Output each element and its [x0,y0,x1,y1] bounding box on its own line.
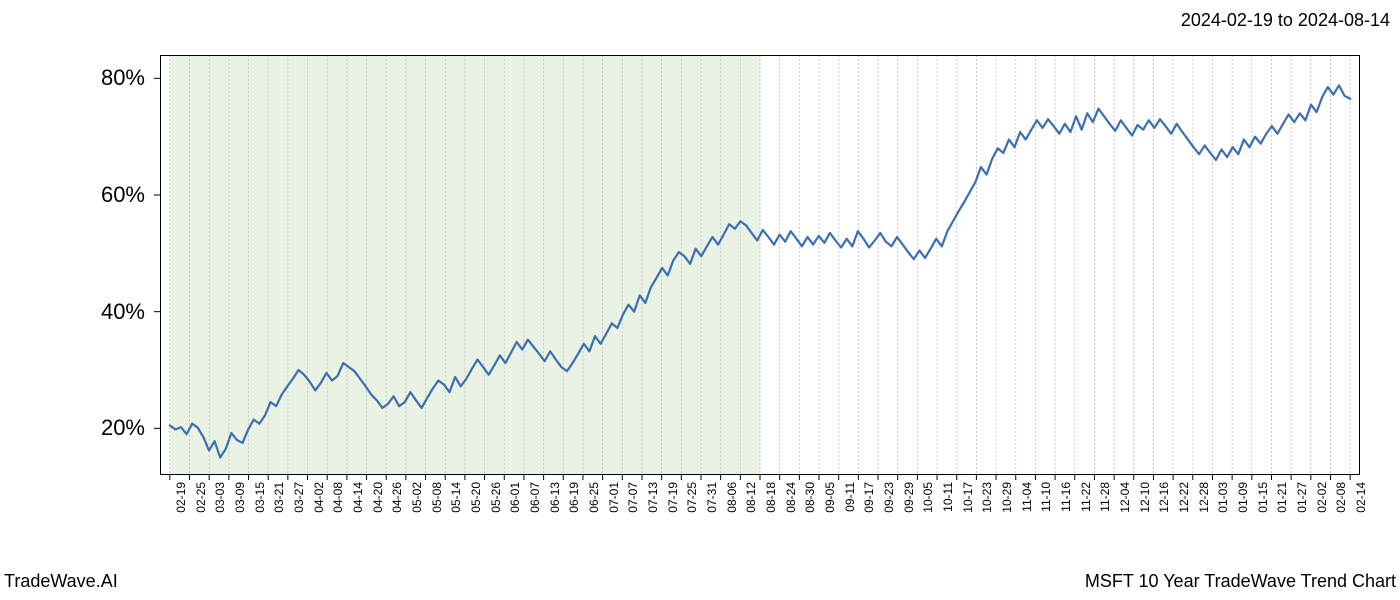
x-tick-label: 12-04 [1118,482,1132,513]
x-tick-label: 07-19 [666,482,680,513]
x-tick-label: 01-09 [1236,482,1250,513]
trend-chart [160,55,1360,475]
x-tick-label: 09-29 [902,482,916,513]
x-tick-label: 06-01 [508,482,522,513]
date-range-label: 2024-02-19 to 2024-08-14 [1181,10,1390,31]
x-tick-label: 12-10 [1138,482,1152,513]
x-tick-label: 01-15 [1256,482,1270,513]
x-tick-label: 06-07 [528,482,542,513]
x-tick-label: 02-25 [194,482,208,513]
chart-title: MSFT 10 Year TradeWave Trend Chart [1085,571,1396,592]
x-tick-label: 03-03 [213,482,227,513]
x-tick-label: 05-26 [489,482,503,513]
x-tick-label: 06-19 [567,482,581,513]
x-tick-label: 01-03 [1216,482,1230,513]
chart-plot-area [160,55,1360,475]
x-tick-label: 03-15 [253,482,267,513]
x-tick-label: 05-02 [410,482,424,513]
x-tick-label: 09-17 [862,482,876,513]
x-tick-label: 05-14 [449,482,463,513]
x-tick-label: 07-07 [626,482,640,513]
x-tick-label: 10-11 [941,482,955,512]
x-tick-label: 08-24 [784,482,798,513]
x-tick-label: 05-20 [469,482,483,513]
x-tick-label: 07-01 [607,482,621,513]
x-tick-label: 11-16 [1059,482,1073,512]
x-tick-label: 02-14 [1354,482,1368,513]
x-tick-label: 11-10 [1039,482,1053,512]
x-tick-label: 08-30 [803,482,817,513]
x-tick-label: 11-28 [1098,482,1112,512]
x-tick-label: 01-27 [1295,482,1309,513]
y-axis: 20% 40% 60% 80% [0,55,155,475]
x-tick-label: 04-26 [390,482,404,513]
x-tick-label: 09-05 [823,482,837,513]
x-tick-label: 04-20 [371,482,385,513]
x-tick-label: 04-08 [331,482,345,513]
x-axis: 02-19 02-25 03-03 03-09 03-15 03-21 03-27 04-02… [160,478,1360,558]
x-tick-label: 11-22 [1079,482,1093,512]
x-tick-label: 03-21 [272,482,286,513]
y-tick-label: 40% [101,299,145,325]
x-tick-label: 02-02 [1315,482,1329,513]
x-tick-label: 03-09 [233,482,247,513]
x-tick-label: 07-13 [646,482,660,513]
x-tick-label: 08-18 [764,482,778,513]
x-tick-label: 08-12 [744,482,758,513]
x-tick-label: 12-22 [1177,482,1191,513]
x-tick-label: 04-02 [312,482,326,513]
x-tick-label: 06-25 [587,482,601,513]
x-tick-label: 08-06 [725,482,739,513]
x-tick-label: 10-29 [1000,482,1014,513]
y-tick-label: 20% [101,415,145,441]
x-tick-label: 07-25 [685,482,699,513]
brand-label: TradeWave.AI [4,571,118,592]
x-tick-label: 10-23 [980,482,994,513]
x-tick-label: 09-23 [882,482,896,513]
x-tick-label: 02-08 [1334,482,1348,513]
x-tick-label: 06-13 [548,482,562,513]
x-tick-label: 12-16 [1157,482,1171,513]
y-tick-label: 60% [101,182,145,208]
x-tick-label: 01-21 [1275,482,1289,513]
x-tick-label: 11-04 [1020,482,1034,512]
x-tick-label: 04-14 [351,482,365,513]
x-tick-label: 07-31 [705,482,719,513]
x-tick-label: 10-17 [961,482,975,513]
x-tick-label: 12-28 [1197,482,1211,513]
x-tick-label: 10-05 [921,482,935,513]
x-tick-label: 02-19 [174,482,188,513]
x-tick-label: 05-08 [430,482,444,513]
y-tick-label: 80% [101,65,145,91]
x-tick-label: 03-27 [292,482,306,513]
x-tick-label: 09-11 [843,482,857,512]
